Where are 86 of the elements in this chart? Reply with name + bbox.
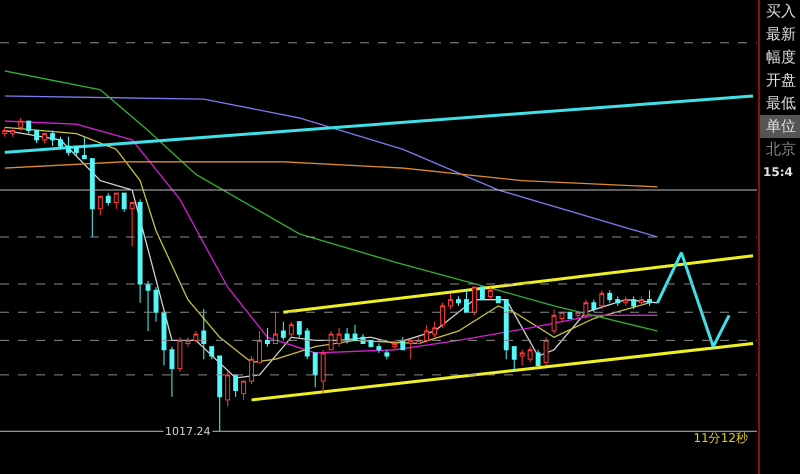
candlestick (26, 120, 32, 134)
candlestick (288, 321, 294, 338)
candlestick (193, 330, 198, 341)
annotation: 11分12秒 (693, 430, 748, 447)
candlestick (10, 130, 16, 138)
candlestick (241, 380, 246, 400)
candlestick (344, 327, 350, 344)
candlestick (42, 133, 48, 144)
candlestick (130, 202, 135, 247)
candlestick (233, 374, 238, 398)
candlestick (249, 356, 254, 385)
candlestick (58, 136, 63, 150)
candlestick (567, 312, 572, 319)
candlestick (265, 327, 270, 348)
candlestick (296, 321, 302, 338)
candlestick (304, 327, 310, 360)
candlestick (272, 312, 278, 344)
candlestick (122, 192, 127, 212)
candlestick (472, 286, 477, 316)
text: 幅度 (765, 47, 797, 68)
candlestick (424, 324, 430, 341)
candlestick (384, 349, 390, 360)
annotation: 1017.24 (165, 425, 210, 438)
candlestick (615, 296, 620, 306)
text: 最新 (765, 24, 797, 45)
text: 最低 (765, 93, 797, 114)
candlestick (177, 336, 182, 372)
candlestick (114, 192, 119, 210)
candlestick (66, 136, 71, 156)
candlestick (50, 130, 55, 147)
text: 开盘 (765, 70, 797, 91)
candlestick (312, 352, 318, 388)
candlestick (591, 299, 596, 313)
candlestick (74, 146, 79, 156)
candlestick (528, 346, 533, 363)
candlestick (440, 302, 446, 328)
candlestick (34, 130, 40, 144)
text: 买入 (765, 1, 797, 22)
candlestick (328, 330, 334, 350)
candlestick (448, 292, 453, 310)
candlestick (280, 321, 286, 341)
candlestick (376, 343, 382, 354)
candlestick (320, 349, 326, 394)
candlestick (162, 312, 166, 366)
candlestick (631, 296, 636, 310)
candlestick (368, 340, 374, 348)
candlestick (480, 286, 485, 300)
candlestick (90, 158, 95, 238)
candlestick (456, 296, 461, 306)
candlestick (504, 299, 509, 360)
candlestick (169, 346, 174, 398)
candlestick (623, 296, 628, 306)
candlestick (583, 299, 588, 319)
candlestick (352, 324, 358, 341)
candlestick (98, 196, 103, 216)
candlestick (432, 321, 438, 338)
candlestick (536, 349, 541, 366)
candlestick (106, 192, 111, 206)
candlestick (408, 340, 414, 360)
candlestick (138, 198, 143, 304)
candlestick (257, 330, 262, 363)
candlestick (209, 346, 214, 360)
candlestick (560, 312, 564, 322)
candlestick (82, 136, 87, 160)
candlestick (607, 290, 612, 304)
text: 北京 (765, 139, 797, 160)
candlestick (392, 340, 398, 350)
candlestick (18, 117, 24, 131)
text: 单位 (760, 115, 800, 138)
candlestick (639, 296, 644, 306)
text: 15:4 (762, 164, 794, 181)
candlestick (225, 371, 230, 407)
candlestick (512, 346, 517, 372)
candlestick (520, 349, 525, 366)
candlestick (146, 280, 151, 332)
candlestick (647, 290, 652, 306)
candlestick (154, 286, 158, 322)
candlestick (544, 336, 549, 366)
candlestick (464, 290, 469, 313)
candlestick (201, 308, 206, 360)
candlestick (552, 308, 556, 335)
candlestick (217, 356, 222, 432)
candlestick (336, 327, 342, 348)
candlestick (488, 286, 493, 300)
candlestick (496, 296, 501, 304)
candlestick (599, 290, 604, 310)
